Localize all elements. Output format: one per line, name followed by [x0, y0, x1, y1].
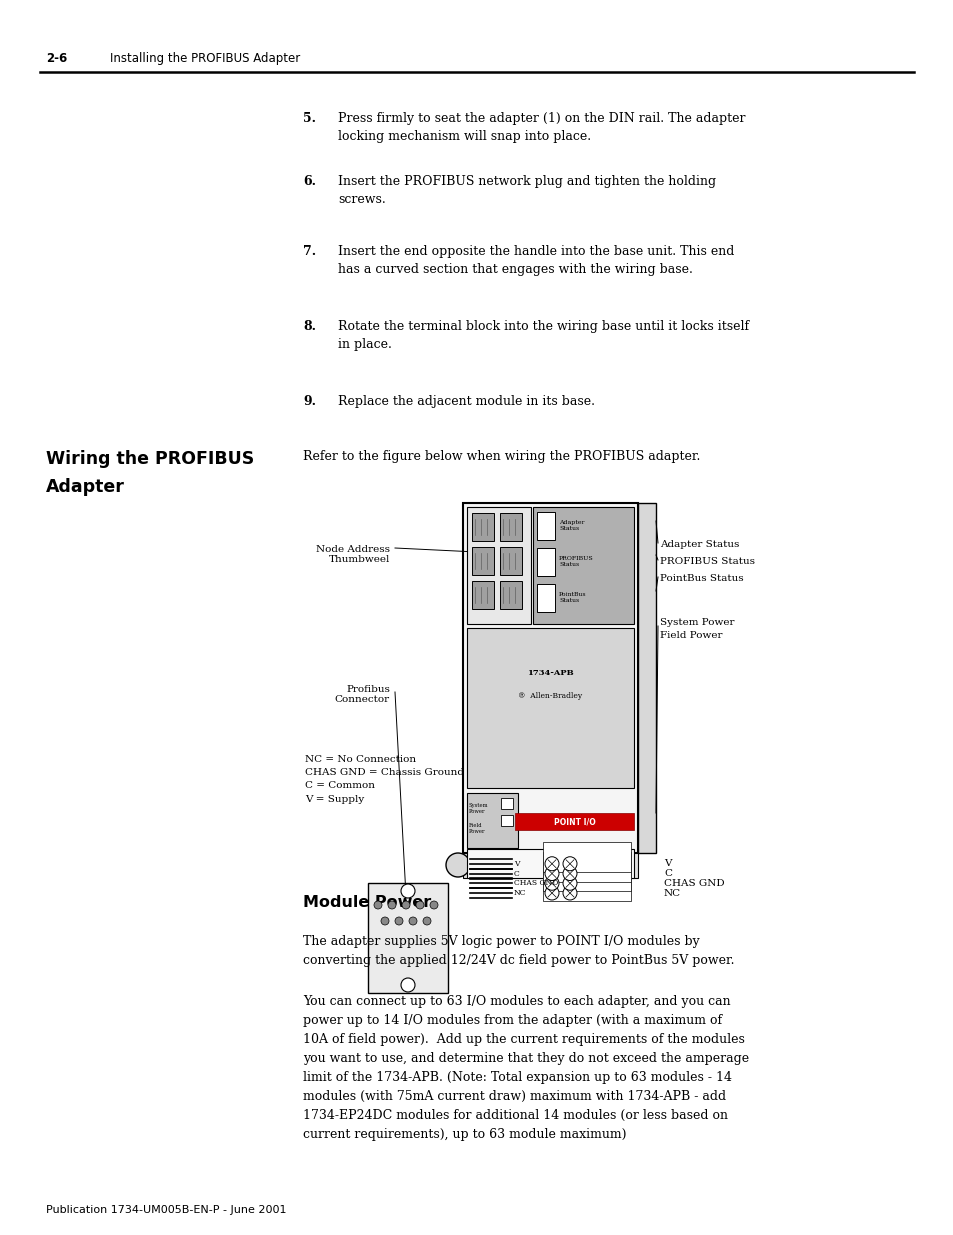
Text: V: V [514, 860, 519, 868]
Bar [537, 513, 555, 540]
Bar [467, 793, 517, 848]
Text: Module Power: Module Power [303, 895, 431, 910]
Bar [467, 629, 634, 788]
Text: Field
Power: Field Power [469, 823, 485, 834]
Bar [467, 848, 634, 878]
Bar [499, 547, 521, 576]
Bar [537, 584, 555, 613]
Circle shape [400, 884, 415, 898]
Text: CHAS GND: CHAS GND [514, 879, 558, 887]
Text: Profibus
Connector: Profibus Connector [335, 685, 390, 704]
Circle shape [562, 867, 577, 881]
Text: System
Power: System Power [469, 803, 488, 814]
Text: PointBus
Status: PointBus Status [558, 592, 586, 603]
Bar [500, 798, 513, 809]
Text: 7.: 7. [303, 245, 315, 258]
Bar [472, 580, 494, 609]
Text: Adapter
Status: Adapter Status [558, 520, 584, 531]
Text: Refer to the figure below when wiring the PROFIBUS adapter.: Refer to the figure below when wiring th… [303, 450, 700, 463]
Text: 6.: 6. [303, 175, 315, 188]
Bar [515, 813, 634, 830]
Circle shape [388, 902, 395, 909]
Text: Replace the adjacent module in its base.: Replace the adjacent module in its base. [337, 395, 595, 408]
Circle shape [544, 885, 558, 900]
Text: Insert the PROFIBUS network plug and tighten the holding
screws.: Insert the PROFIBUS network plug and tig… [337, 175, 716, 206]
Circle shape [422, 918, 431, 925]
Text: Press firmly to seat the adapter (1) on the DIN rail. The adapter
locking mechan: Press firmly to seat the adapter (1) on … [337, 112, 744, 143]
Bar [542, 852, 630, 882]
Text: PROFIBUS Status: PROFIBUS Status [659, 557, 754, 566]
Circle shape [395, 918, 402, 925]
Circle shape [562, 885, 577, 900]
Bar [499, 580, 521, 609]
Bar [462, 853, 638, 878]
Bar [499, 513, 521, 541]
Text: You can connect up to 63 I/O modules to each adapter, and you can
power up to 14: You can connect up to 63 I/O modules to … [303, 995, 748, 1141]
Circle shape [374, 902, 381, 909]
Bar [472, 513, 494, 541]
Text: 2-6: 2-6 [46, 52, 67, 65]
Text: V: V [663, 860, 671, 868]
Text: PROFIBUS
Status: PROFIBUS Status [558, 556, 593, 567]
Circle shape [544, 867, 558, 881]
Bar [472, 547, 494, 576]
Text: 9.: 9. [303, 395, 315, 408]
Circle shape [380, 918, 389, 925]
Bar [500, 815, 513, 826]
Text: NC: NC [663, 888, 680, 898]
Text: 1734-APB: 1734-APB [527, 669, 574, 677]
Text: Publication 1734-UM005B-EN-P - June 2001: Publication 1734-UM005B-EN-P - June 2001 [46, 1205, 286, 1215]
Circle shape [409, 918, 416, 925]
Bar [368, 883, 448, 993]
Text: PointBus Status: PointBus Status [659, 574, 742, 583]
Bar [533, 508, 634, 624]
Text: The adapter supplies 5V logic power to POINT I/O modules by
converting the appli: The adapter supplies 5V logic power to P… [303, 935, 734, 967]
Text: CHAS GND: CHAS GND [663, 879, 724, 888]
Text: Insert the end opposite the handle into the base unit. This end
has a curved sec: Insert the end opposite the handle into … [337, 245, 734, 275]
Text: Rotate the terminal block into the wiring base until it locks itself
in place.: Rotate the terminal block into the wirin… [337, 320, 748, 351]
Text: NC: NC [514, 889, 526, 897]
Text: C: C [514, 869, 519, 878]
Circle shape [416, 902, 423, 909]
Text: Adapter: Adapter [46, 478, 125, 496]
Circle shape [430, 902, 437, 909]
Bar [542, 842, 630, 872]
Circle shape [400, 978, 415, 992]
Circle shape [562, 857, 577, 871]
Bar [537, 548, 555, 576]
Circle shape [544, 857, 558, 871]
Bar [638, 503, 656, 853]
Text: C: C [663, 869, 671, 878]
Text: Adapter Status: Adapter Status [659, 540, 739, 550]
Bar [462, 503, 638, 853]
Bar [542, 871, 630, 902]
Circle shape [446, 853, 470, 877]
Text: Installing the PROFIBUS Adapter: Installing the PROFIBUS Adapter [110, 52, 300, 65]
Text: ®  Allen-Bradley: ® Allen-Bradley [517, 692, 582, 700]
Text: Node Address
Thumbweel: Node Address Thumbweel [315, 545, 390, 564]
Circle shape [562, 877, 577, 890]
Text: System Power
Field Power: System Power Field Power [659, 618, 734, 640]
Text: POINT I/O: POINT I/O [553, 818, 595, 826]
Text: 5.: 5. [303, 112, 315, 125]
Text: NC = No Connection
CHAS GND = Chassis Ground
C = Common
V = Supply: NC = No Connection CHAS GND = Chassis Gr… [305, 755, 463, 804]
Bar [467, 508, 531, 624]
Text: 8.: 8. [303, 320, 315, 333]
Circle shape [544, 877, 558, 890]
Bar [542, 862, 630, 892]
Text: Wiring the PROFIBUS: Wiring the PROFIBUS [46, 450, 254, 468]
Circle shape [401, 902, 410, 909]
